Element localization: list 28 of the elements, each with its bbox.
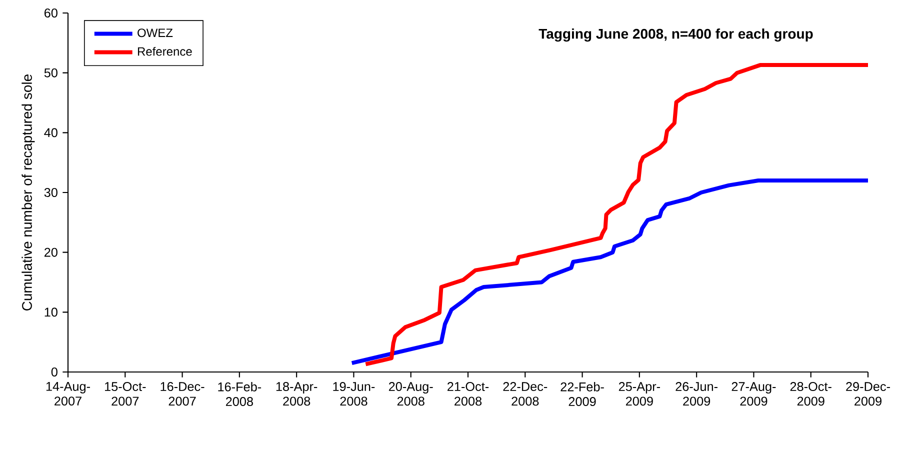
x-tick-label: 22-Dec-2008 bbox=[503, 382, 548, 406]
x-tick-label: 20-Aug-2008 bbox=[388, 382, 433, 406]
x-tick-label: 22-Feb-2009 bbox=[560, 382, 604, 406]
y-tick-label: 10 bbox=[44, 308, 58, 317]
x-tick-label: 25-Apr-2009 bbox=[618, 382, 660, 406]
legend-label: Reference bbox=[138, 46, 192, 56]
x-tick-label: 16-Dec-2007 bbox=[160, 382, 204, 406]
x-tick-label: 14-Aug-2007 bbox=[46, 382, 90, 406]
y-tick-label: 60 bbox=[44, 8, 58, 18]
y-axis-title: Cumulative number of recaptured sole bbox=[22, 74, 35, 310]
y-tick-label: 0 bbox=[51, 368, 58, 376]
x-tick-label: 28-Oct-2009 bbox=[790, 382, 832, 406]
x-tick-label: 29-Dec-2009 bbox=[846, 382, 890, 406]
x-tick-label: 21-Oct-2008 bbox=[448, 382, 489, 406]
y-tick-label: 40 bbox=[44, 128, 58, 138]
x-tick-label: 18-Apr-2008 bbox=[276, 382, 318, 406]
y-tick-label: 20 bbox=[44, 248, 58, 257]
x-tick-label: 26-Jun-2009 bbox=[676, 382, 718, 406]
legend-label: OWEZ bbox=[138, 28, 173, 38]
line-series bbox=[364, 63, 870, 366]
x-tick-label: 15-Oct-2007 bbox=[104, 382, 146, 406]
x-tick-label: 19-Jun-2008 bbox=[333, 382, 375, 406]
y-tick-label: 50 bbox=[44, 68, 58, 78]
text: Tagging June 2008, n=400 for each group bbox=[538, 28, 813, 42]
x-tick-label: 16-Feb-2008 bbox=[218, 382, 262, 406]
line-series bbox=[350, 178, 870, 366]
y-tick-label: 30 bbox=[44, 188, 58, 197]
x-tick-label: 27-Aug-2009 bbox=[732, 382, 776, 406]
